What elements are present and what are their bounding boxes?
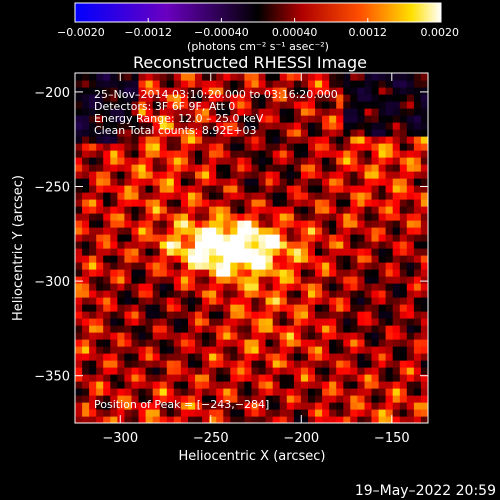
annotation-energy: Energy Range: 12.0 – 25.0 keV <box>94 112 264 125</box>
y-axis-label: Heliocentric Y (arcsec) <box>11 175 26 321</box>
annotation-clean-counts: Clean Total counts: 8.92E+03 <box>94 124 257 137</box>
x-tick-label: −300 <box>102 431 138 446</box>
colorbar-tick-label: −0.0020 <box>57 26 105 39</box>
footer-date: 19–May–2022 20:59 <box>355 483 496 499</box>
axis-ticks: −300 −250 −200 −150 −200 −250 −300 −350 <box>34 73 428 446</box>
y-tick-label: −350 <box>34 370 70 385</box>
chart-title: Reconstructed RHESSI Image <box>133 53 367 72</box>
peak-position-label: Position of Peak = [−243,−284] <box>94 398 269 411</box>
colorbar-tick-label: 0.00040 <box>272 26 318 39</box>
colorbar-tick-label: 0.0012 <box>349 26 388 39</box>
colorbar-tick-label: −0.0012 <box>124 26 172 39</box>
x-tick-label: −150 <box>374 431 410 446</box>
y-tick-label: −300 <box>34 275 70 290</box>
y-tick-label: −250 <box>34 181 70 196</box>
annotation-detectors: Detectors: 3F 6F 9F, Att 0 <box>94 100 235 113</box>
colorbar-units-label: (photons cm⁻² s⁻¹ asec⁻²) <box>187 40 329 53</box>
colorbar-ticks: −0.0020 −0.0012 −0.00040 0.00040 0.0012 0.002… <box>57 18 459 39</box>
heatmap-image <box>75 73 428 423</box>
x-tick-label: −250 <box>193 431 229 446</box>
x-axis-label: Heliocentric X (arcsec) <box>179 449 326 464</box>
colorbar-tick-label: 0.0020 <box>421 26 460 39</box>
colorbar <box>74 2 442 23</box>
annotation-time: 25–Nov–2014 03:10:20.000 to 03:16:20.000 <box>94 88 338 101</box>
plot-frame <box>74 72 429 424</box>
colorbar-tick-label: −0.00040 <box>194 26 249 39</box>
y-tick-label: −200 <box>34 86 70 101</box>
annotation-block: 25–Nov–2014 03:10:20.000 to 03:16:20.000… <box>94 88 338 137</box>
x-tick-label: −200 <box>283 431 319 446</box>
